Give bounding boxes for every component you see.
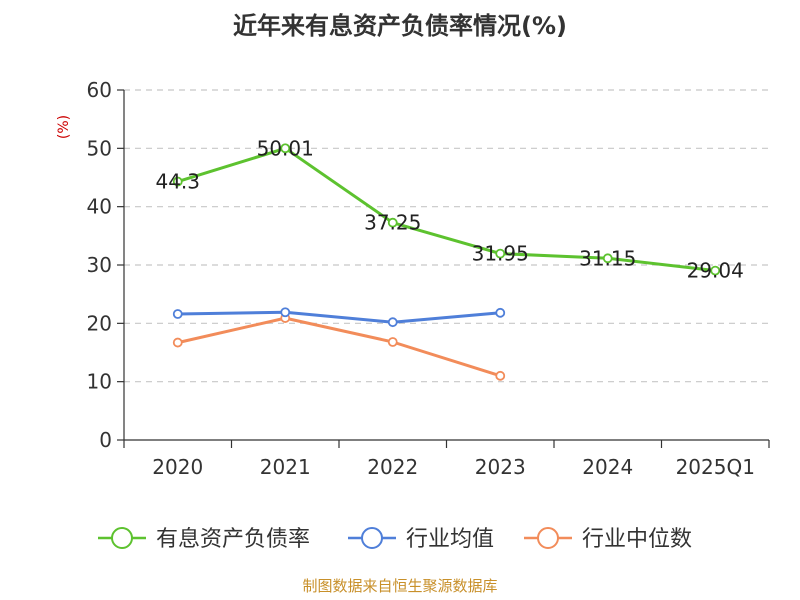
x-tick-label-2021: 2021 (260, 455, 311, 479)
data-point-s0-2024 (602, 253, 613, 264)
data-point-s1-2023 (495, 307, 506, 318)
data-label-2025Q1: 29.04 (687, 259, 744, 283)
data-label-2021: 50.01 (257, 136, 314, 160)
y-tick-label-0: 0 (99, 428, 112, 452)
data-point-s0-2023 (495, 248, 506, 259)
source-note: 制图数据来自恒生聚源数据库 (302, 577, 497, 595)
legend: 有息资产负债率 行业均值 行业中位数 (98, 527, 692, 552)
series-line-1 (176, 310, 502, 324)
data-point-s0-2020 (172, 176, 183, 187)
data-label-2020: 44.3 (155, 170, 200, 194)
data-point-s0-2022 (387, 217, 398, 228)
data-point-s1-2020 (172, 309, 183, 319)
data-labels: 44.3 50.01 37.25 31.95 31.15 29.04 (155, 136, 743, 282)
data-point-s1-2022 (387, 317, 398, 328)
legend-item-1[interactable]: 行业均值 (348, 527, 494, 552)
data-point-s2-2020 (172, 337, 183, 348)
y-tick-label-60: 60 (87, 78, 112, 102)
x-tick-label-2022: 2022 (367, 455, 418, 479)
legend-item-2[interactable]: 行业中位数 (524, 527, 692, 552)
legend-label: 行业均值 (406, 527, 494, 552)
data-point-s0-2021 (280, 143, 291, 154)
series-line-2 (176, 316, 502, 378)
y-axis-unit: (%) (56, 115, 72, 139)
axes: 0 10 20 30 40 50 60 2020 2021 2022 2023 2024 2025Q1 (87, 78, 770, 479)
legend-swatch-marker (361, 527, 383, 549)
data-label-2022: 37.25 (364, 211, 421, 235)
legend-label: 有息资产负债率 (156, 527, 310, 552)
series-lines (172, 143, 721, 381)
legend-swatch-marker (537, 527, 559, 549)
x-tick-label-2025Q1: 2025Q1 (676, 455, 755, 479)
y-tick-label-20: 20 (87, 311, 112, 335)
data-label-2023: 31.95 (472, 242, 529, 266)
data-point-s2-2022 (387, 337, 398, 347)
data-point-s0-2025Q1 (710, 265, 721, 276)
y-tick-label-50: 50 (87, 136, 112, 160)
grid-lines (124, 89, 769, 383)
chart-title: 近年来有息资产负债率情况(%) (233, 12, 567, 40)
data-point-s1-2021 (280, 307, 291, 318)
x-tick-label-2020: 2020 (152, 455, 203, 479)
data-point-s2-2023 (495, 370, 506, 381)
data-label-2024: 31.15 (579, 246, 636, 270)
y-tick-label-40: 40 (87, 195, 112, 219)
y-tick-label-30: 30 (87, 253, 112, 277)
legend-swatch-marker (111, 527, 133, 549)
x-tick-label-2023: 2023 (475, 455, 526, 479)
legend-label: 行业中位数 (582, 527, 692, 552)
x-tick-label-2024: 2024 (582, 455, 633, 479)
series-line-0 (176, 146, 717, 273)
legend-item-0[interactable]: 有息资产负债率 (98, 527, 310, 552)
y-tick-label-10: 10 (87, 370, 112, 394)
